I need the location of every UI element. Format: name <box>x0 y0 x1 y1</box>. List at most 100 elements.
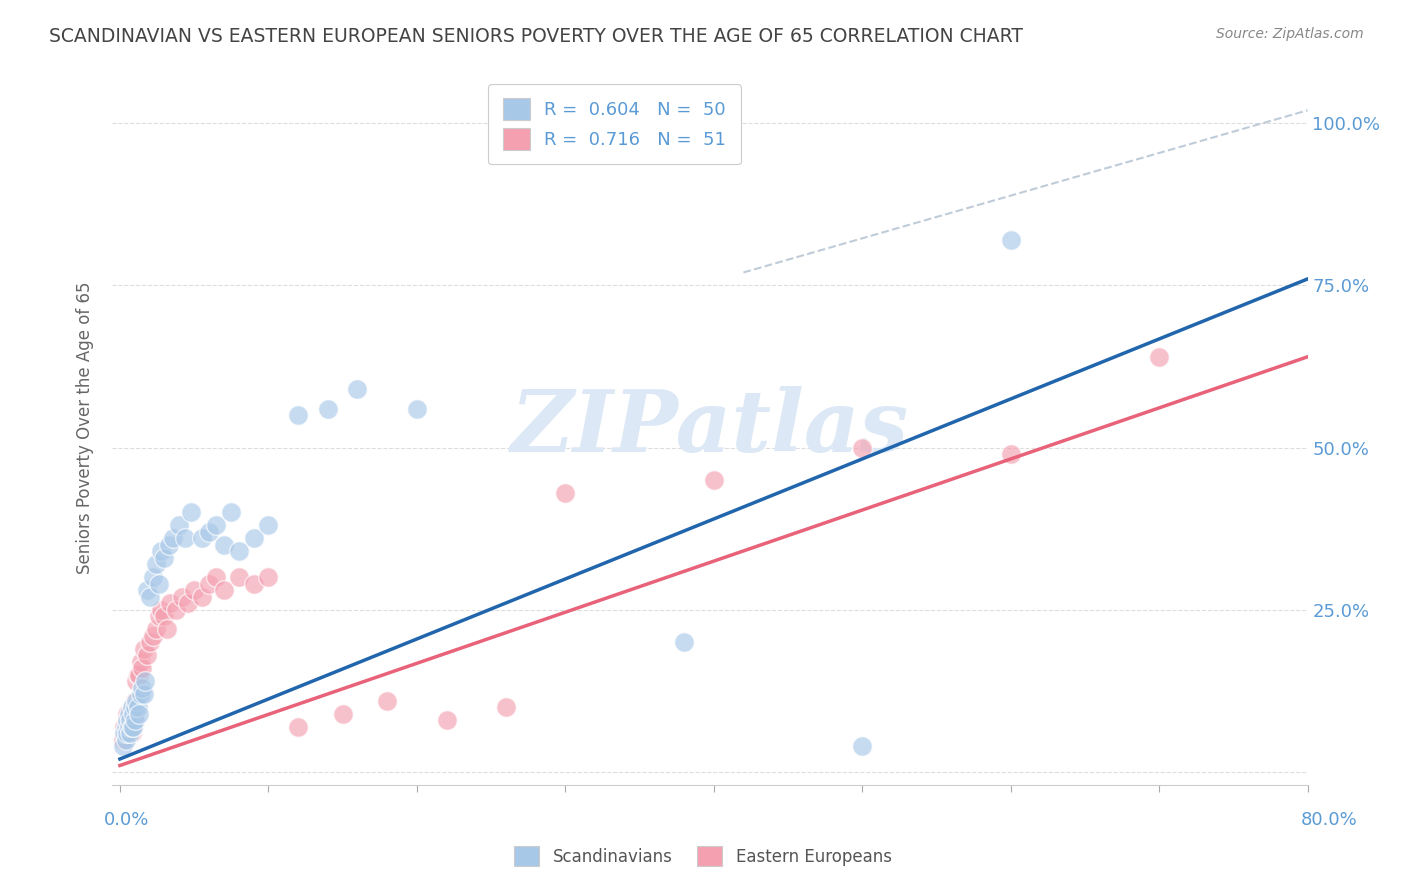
Point <box>172 590 194 604</box>
Point <box>228 570 250 584</box>
Point <box>242 532 264 546</box>
Point <box>121 713 143 727</box>
Point <box>142 629 165 643</box>
Point <box>212 583 235 598</box>
Point <box>125 674 148 689</box>
Point <box>135 648 157 663</box>
Point <box>153 550 176 565</box>
Point <box>121 700 143 714</box>
Point <box>156 622 179 636</box>
Point <box>115 726 138 740</box>
Point <box>153 609 176 624</box>
Point <box>117 720 139 734</box>
Point <box>257 518 280 533</box>
Point <box>169 518 191 533</box>
Point <box>177 596 200 610</box>
Text: Source: ZipAtlas.com: Source: ZipAtlas.com <box>1216 27 1364 41</box>
Point <box>120 726 142 740</box>
Point <box>1000 447 1022 461</box>
Point <box>118 720 141 734</box>
Point <box>132 641 155 656</box>
Point <box>174 532 197 546</box>
Point <box>125 693 148 707</box>
Point <box>138 590 160 604</box>
Point <box>135 583 157 598</box>
Point <box>554 486 576 500</box>
Point <box>190 590 212 604</box>
Point <box>122 706 145 721</box>
Point <box>228 544 250 558</box>
Point <box>198 577 221 591</box>
Point <box>148 609 170 624</box>
Point <box>1147 350 1170 364</box>
Point <box>851 739 873 753</box>
Point <box>120 706 142 721</box>
Point <box>150 544 173 558</box>
Point <box>117 706 139 721</box>
Point <box>127 667 149 681</box>
Point <box>121 720 143 734</box>
Text: 80.0%: 80.0% <box>1301 811 1357 829</box>
Point <box>131 661 153 675</box>
Legend: Scandinavians, Eastern Europeans: Scandinavians, Eastern Europeans <box>506 838 900 875</box>
Point <box>118 713 141 727</box>
Point <box>128 706 150 721</box>
Point <box>142 570 165 584</box>
Point <box>242 577 264 591</box>
Point <box>134 674 156 689</box>
Point <box>346 382 368 396</box>
Point <box>212 538 235 552</box>
Point <box>332 706 354 721</box>
Point <box>205 570 228 584</box>
Point <box>162 532 184 546</box>
Point <box>138 635 160 649</box>
Point <box>115 720 138 734</box>
Point <box>111 732 134 747</box>
Point <box>111 739 134 753</box>
Point <box>257 570 280 584</box>
Point <box>122 720 145 734</box>
Point <box>159 596 181 610</box>
Y-axis label: Seniors Poverty Over the Age of 65: Seniors Poverty Over the Age of 65 <box>76 282 94 574</box>
Point <box>127 700 149 714</box>
Point <box>129 687 152 701</box>
Point <box>157 538 180 552</box>
Point <box>117 713 139 727</box>
Point <box>205 518 228 533</box>
Point <box>118 706 141 721</box>
Text: 0.0%: 0.0% <box>104 811 149 829</box>
Point <box>121 726 143 740</box>
Text: SCANDINAVIAN VS EASTERN EUROPEAN SENIORS POVERTY OVER THE AGE OF 65 CORRELATION : SCANDINAVIAN VS EASTERN EUROPEAN SENIORS… <box>49 27 1024 45</box>
Point <box>117 726 139 740</box>
Point <box>851 441 873 455</box>
Point <box>112 720 135 734</box>
Point <box>115 732 138 747</box>
Text: ZIPatlas: ZIPatlas <box>510 386 910 470</box>
Point <box>124 693 146 707</box>
Point <box>287 408 309 422</box>
Point <box>219 506 242 520</box>
Point <box>122 700 145 714</box>
Point <box>148 577 170 591</box>
Point <box>190 532 212 546</box>
Point <box>673 635 696 649</box>
Point <box>131 681 153 695</box>
Point <box>316 401 339 416</box>
Point <box>128 667 150 681</box>
Point <box>118 726 141 740</box>
Legend: R =  0.604   N =  50, R =  0.716   N =  51: R = 0.604 N = 50, R = 0.716 N = 51 <box>488 84 741 164</box>
Point <box>122 720 145 734</box>
Point <box>132 687 155 701</box>
Point <box>183 583 205 598</box>
Point <box>287 720 309 734</box>
Point <box>124 706 146 721</box>
Point <box>180 506 202 520</box>
Point <box>1000 233 1022 247</box>
Point <box>405 401 427 416</box>
Point <box>112 726 135 740</box>
Point <box>703 473 725 487</box>
Point <box>120 720 142 734</box>
Point <box>124 700 146 714</box>
Point <box>198 524 221 539</box>
Point <box>129 655 152 669</box>
